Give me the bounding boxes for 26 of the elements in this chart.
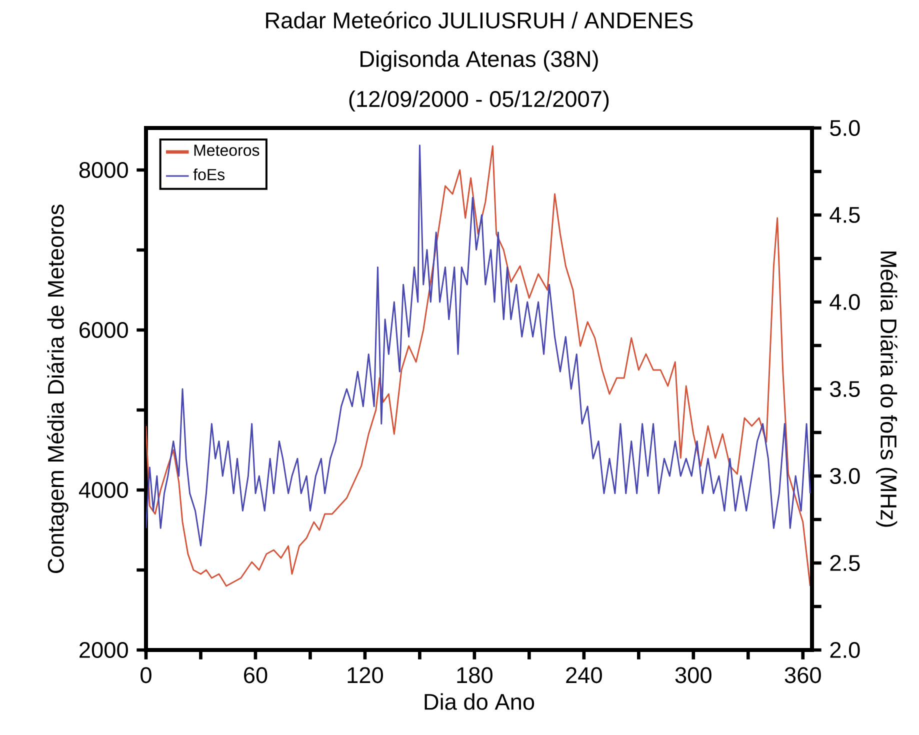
x-tick-label: 120 bbox=[348, 667, 383, 684]
x-axis-title: Dia do Ano bbox=[424, 693, 534, 710]
y-tick-label: 4000 bbox=[78, 482, 128, 498]
y2-axis-title: Média Diária do foEs (MHz) bbox=[876, 252, 898, 527]
chart-subtitle: Digisonda Atenas (38N) bbox=[360, 50, 598, 72]
x-tick-label: 360 bbox=[784, 667, 821, 684]
y2-tick-label: 4.0 bbox=[830, 294, 860, 310]
y2-tick-label: 4.5 bbox=[830, 207, 860, 223]
text: (12/09/2000 - 05/12/2007) bbox=[349, 90, 609, 112]
y2-tick-label: 3.0 bbox=[830, 468, 860, 484]
y-tick-label: 2000 bbox=[80, 642, 128, 658]
y-tick-label: 6000 bbox=[80, 322, 128, 338]
x-tick-label: 300 bbox=[675, 667, 712, 684]
x-tick-label: 180 bbox=[457, 667, 492, 684]
y2-tick-label: 2.0 bbox=[830, 642, 860, 658]
y2-tick-label: 2.5 bbox=[830, 554, 860, 572]
y2-tick-label: 3.5 bbox=[830, 380, 860, 398]
legend-label: foEs bbox=[193, 168, 225, 180]
x-tick-label: 240 bbox=[566, 667, 602, 684]
x-tick-label: 0 bbox=[140, 667, 152, 684]
y2-tick-label: 5.0 bbox=[830, 120, 860, 136]
y-axis-title: Contagem Média Diária de Meteoros bbox=[46, 204, 68, 574]
legend-label: Meteoros bbox=[194, 144, 260, 156]
x-tick-label: 60 bbox=[244, 667, 268, 684]
chart-title: Radar Meteórico JULIUSRUH / ANDENES bbox=[266, 12, 693, 28]
y-tick-label: 8000 bbox=[79, 162, 128, 178]
